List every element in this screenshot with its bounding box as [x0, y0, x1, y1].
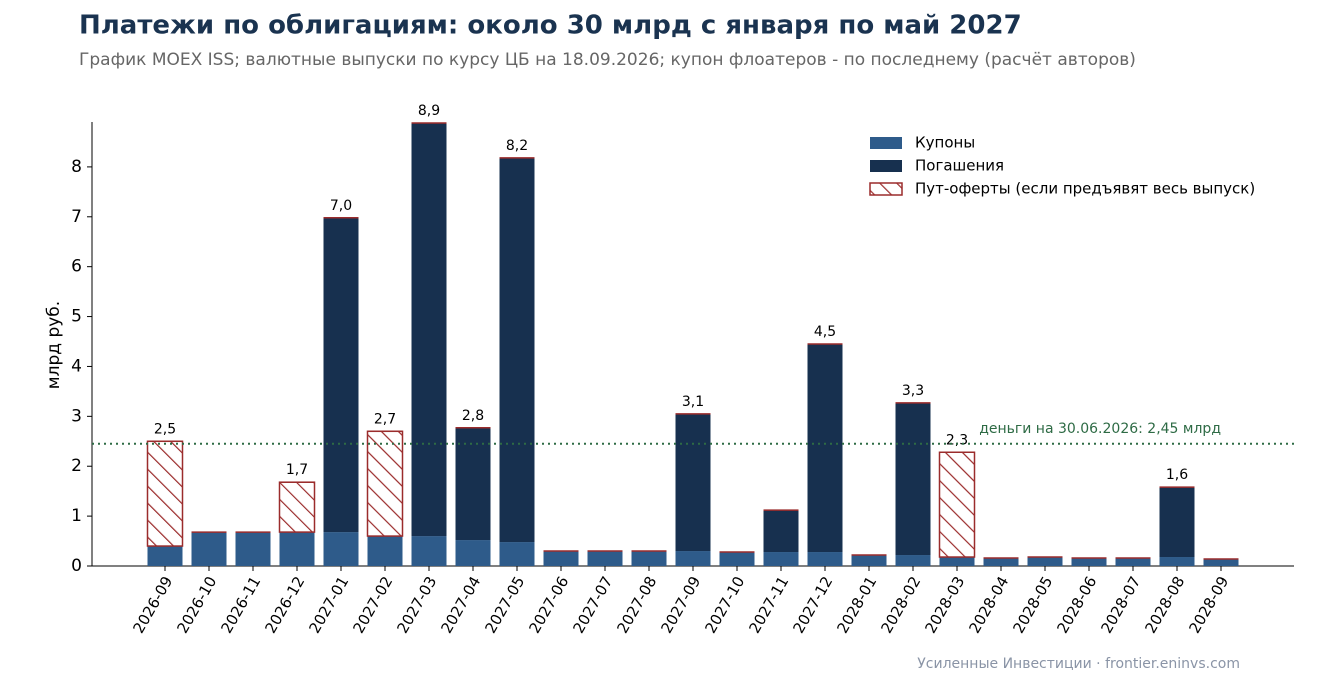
- x-tick-label: 2026-10: [173, 573, 220, 636]
- x-tick-label: 2028-08: [1141, 573, 1188, 636]
- bar-segment: [763, 552, 799, 566]
- total-label: 2,5: [154, 421, 176, 437]
- bar-segment: [1115, 558, 1151, 566]
- y-tick-label: 1: [71, 506, 82, 526]
- bar-segment: [455, 427, 491, 541]
- bar-segment: [411, 536, 447, 566]
- bar-segment: [1071, 558, 1107, 566]
- chart-title: Платежи по облигациям: около 30 млрд с я…: [79, 11, 1022, 41]
- legend-swatch: [870, 160, 902, 172]
- bar-segment: [279, 532, 315, 566]
- x-tick-label: 2027-10: [701, 573, 748, 636]
- x-tick-label: 2028-05: [1009, 573, 1056, 636]
- x-tick-label: 2026-11: [217, 573, 264, 636]
- y-tick-label: 0: [71, 556, 82, 576]
- chart-subtitle: График MOEX ISS; валютные выпуски по кур…: [79, 50, 1136, 70]
- y-tick-label: 5: [71, 307, 82, 327]
- total-label: 7,0: [330, 198, 352, 214]
- legend-swatch: [869, 182, 903, 196]
- bar-segment: [675, 413, 711, 552]
- x-tick-label: 2028-09: [1185, 573, 1232, 636]
- x-tick-label: 2028-06: [1053, 573, 1100, 636]
- bar-segment: [499, 157, 535, 543]
- bar-segment: [587, 551, 623, 566]
- bar-segment: [455, 540, 491, 566]
- x-tick-label: 2027-05: [481, 573, 528, 636]
- x-tick-label: 2028-02: [877, 573, 924, 636]
- bar-segment: [807, 552, 843, 566]
- x-tick-label: 2027-04: [437, 573, 484, 636]
- bar-segment: [719, 552, 755, 566]
- y-tick-label: 4: [71, 356, 82, 376]
- x-tick-label: 2026-12: [261, 573, 308, 636]
- bar-segment: [366, 430, 404, 537]
- bar-segment: [499, 542, 535, 566]
- x-tick-label: 2026-09: [129, 573, 176, 636]
- bar-segment: [323, 532, 359, 566]
- total-label: 3,3: [902, 383, 924, 399]
- bar-segment: [807, 344, 843, 553]
- bar-segment: [367, 536, 403, 566]
- bar-segment: [278, 481, 316, 533]
- x-tick-label: 2027-09: [657, 573, 704, 636]
- legend-label: Погашения: [915, 157, 1004, 175]
- y-tick-label: 8: [71, 157, 82, 177]
- x-tick-label: 2028-04: [965, 573, 1012, 636]
- bar-segment: [411, 122, 447, 537]
- bar-segment: [323, 217, 359, 533]
- bar-segment: [147, 546, 183, 566]
- y-tick-label: 6: [71, 257, 82, 277]
- total-label: 2,7: [374, 411, 396, 427]
- bar-segment: [895, 555, 931, 566]
- bar-segment: [1159, 557, 1195, 566]
- total-label: 2,3: [946, 432, 968, 448]
- x-tick-label: 2027-06: [525, 573, 572, 636]
- bar-segment: [763, 510, 799, 553]
- legend-label: Купоны: [915, 134, 975, 152]
- total-label: 1,7: [286, 462, 308, 478]
- bar-segment: [146, 440, 184, 547]
- x-tick-label: 2027-03: [393, 573, 440, 636]
- x-tick-label: 2027-01: [305, 573, 352, 636]
- legend-label: Пут-оферты (если предъявят весь выпуск): [915, 180, 1255, 198]
- bar-segment: [1027, 557, 1063, 566]
- footer: Усиленные Инвестиции · frontier.eninvs.c…: [917, 656, 1240, 672]
- x-tick-label: 2027-02: [349, 573, 396, 636]
- total-label: 8,2: [506, 138, 528, 154]
- total-label: 2,8: [462, 408, 484, 424]
- reference-label: деньги на 30.06.2026: 2,45 млрд: [979, 421, 1221, 437]
- y-tick-label: 3: [71, 406, 82, 426]
- x-tick-label: 2028-03: [921, 573, 968, 636]
- x-tick-label: 2027-07: [569, 573, 616, 636]
- bar-segment: [983, 558, 1019, 566]
- y-tick-label: 2: [71, 456, 82, 476]
- x-tick-label: 2027-11: [745, 573, 792, 636]
- bar-segment: [543, 551, 579, 566]
- bar-segment: [675, 551, 711, 566]
- total-label: 8,9: [418, 103, 440, 119]
- y-axis-label: млрд руб.: [44, 301, 64, 389]
- bar-segment: [895, 402, 931, 556]
- bar-segment: [939, 557, 975, 566]
- y-tick-label: 7: [71, 207, 82, 227]
- total-label: 3,1: [682, 394, 704, 410]
- total-label: 4,5: [814, 324, 836, 340]
- legend-swatch: [870, 137, 902, 149]
- x-tick-label: 2028-07: [1097, 573, 1144, 636]
- bar-segment: [1203, 559, 1239, 566]
- total-label: 1,6: [1166, 467, 1188, 483]
- bar-segment: [1159, 487, 1195, 558]
- x-tick-label: 2027-08: [613, 573, 660, 636]
- bar-segment: [235, 532, 271, 566]
- x-tick-label: 2027-12: [789, 573, 836, 636]
- bar-segment: [191, 532, 227, 566]
- x-tick-label: 2028-01: [833, 573, 880, 636]
- bar-segment: [938, 451, 976, 558]
- bar-segment: [851, 555, 887, 566]
- bar-segment: [631, 551, 667, 566]
